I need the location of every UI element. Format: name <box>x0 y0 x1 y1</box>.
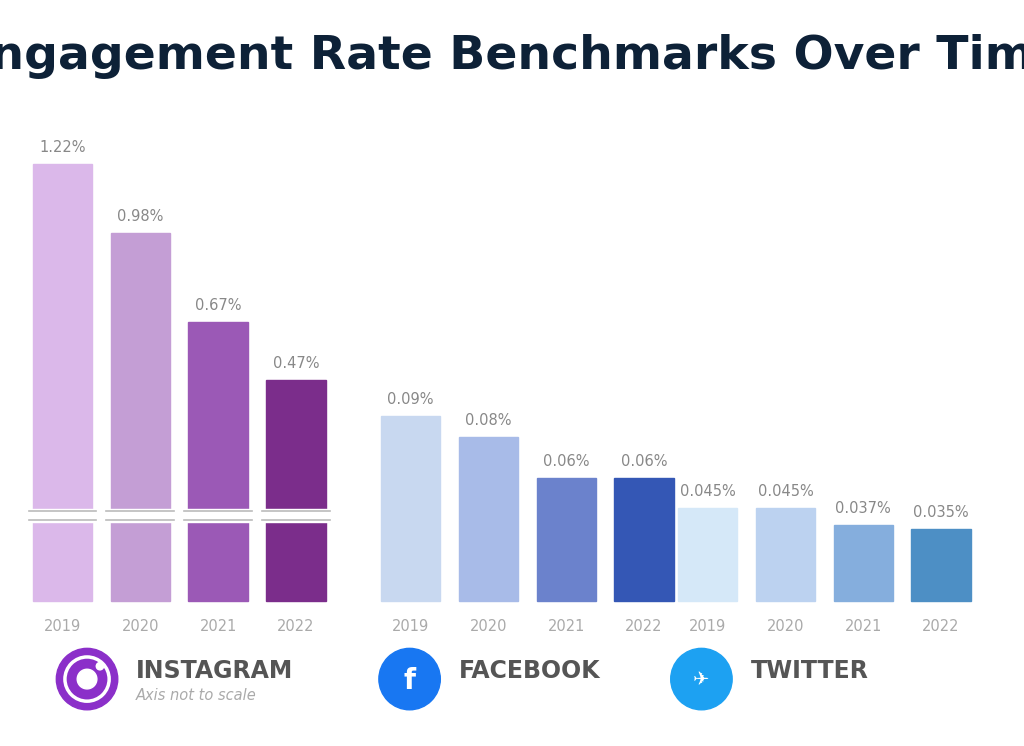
Bar <box>188 515 248 601</box>
Text: 2019: 2019 <box>44 619 81 634</box>
Text: Engagement Rate Benchmarks Over Time: Engagement Rate Benchmarks Over Time <box>0 34 1024 78</box>
Text: ✈: ✈ <box>693 670 710 689</box>
Ellipse shape <box>671 648 732 709</box>
Bar <box>33 515 92 601</box>
Text: 0.67%: 0.67% <box>195 298 242 313</box>
Text: 2022: 2022 <box>923 619 959 634</box>
Text: 0.045%: 0.045% <box>680 484 735 500</box>
Text: f: f <box>403 667 416 695</box>
Text: 2021: 2021 <box>200 619 237 634</box>
Text: 0.035%: 0.035% <box>913 505 969 520</box>
Ellipse shape <box>96 662 103 670</box>
Bar <box>266 380 326 515</box>
Text: 0.08%: 0.08% <box>465 413 512 427</box>
Text: 2019: 2019 <box>689 619 726 634</box>
Text: 0.06%: 0.06% <box>621 454 668 468</box>
Bar <box>537 477 596 601</box>
Text: 0.98%: 0.98% <box>117 209 164 224</box>
Bar <box>111 515 170 601</box>
Text: 1.22%: 1.22% <box>39 140 86 154</box>
Text: 2022: 2022 <box>626 619 663 634</box>
Text: 2020: 2020 <box>767 619 804 634</box>
Text: 0.037%: 0.037% <box>836 501 891 515</box>
Ellipse shape <box>379 648 440 709</box>
Bar <box>381 416 440 601</box>
Bar <box>911 529 971 601</box>
Bar <box>33 163 92 515</box>
Bar <box>188 322 248 515</box>
Text: 0.06%: 0.06% <box>543 454 590 468</box>
Text: INSTAGRAM: INSTAGRAM <box>136 659 294 683</box>
Bar <box>459 436 518 601</box>
Text: 2021: 2021 <box>845 619 882 634</box>
Text: 2020: 2020 <box>470 619 507 634</box>
Text: 2019: 2019 <box>392 619 429 634</box>
Text: TWITTER: TWITTER <box>751 659 868 683</box>
Text: 0.47%: 0.47% <box>272 356 319 371</box>
Bar <box>678 509 737 601</box>
Text: FACEBOOK: FACEBOOK <box>459 659 600 683</box>
Ellipse shape <box>77 669 97 689</box>
Ellipse shape <box>56 648 118 709</box>
Bar <box>111 233 170 515</box>
Text: 2020: 2020 <box>122 619 159 634</box>
Text: 0.09%: 0.09% <box>387 392 434 407</box>
Bar <box>614 477 674 601</box>
Bar <box>266 515 326 601</box>
Text: 2022: 2022 <box>278 619 314 634</box>
Bar <box>756 509 815 601</box>
Text: Axis not to scale: Axis not to scale <box>136 689 257 703</box>
Text: 0.045%: 0.045% <box>758 484 813 500</box>
Text: 2021: 2021 <box>548 619 585 634</box>
Bar <box>834 524 893 601</box>
